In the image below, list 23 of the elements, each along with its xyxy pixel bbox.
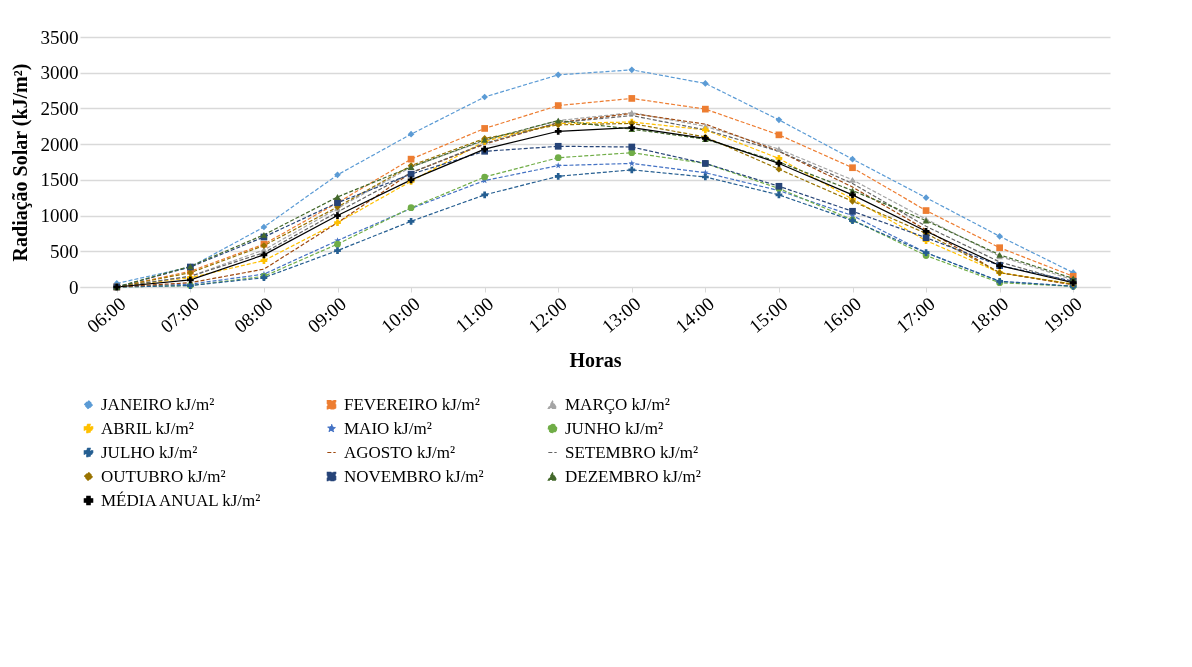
y-tick-label: 1500 — [40, 169, 79, 191]
legend-label: SETEMBRO kJ/m² — [565, 442, 699, 462]
y-tick-label: 2000 — [40, 133, 79, 155]
legend-label: FEVEREIRO kJ/m² — [344, 394, 480, 414]
legend-label: MÉDIA ANUAL kJ/m² — [101, 490, 261, 510]
legend-label: NOVEMBRO kJ/m² — [344, 466, 484, 486]
legend-label: JANEIRO kJ/m² — [101, 394, 215, 414]
legend-label: MARÇO kJ/m² — [565, 394, 670, 414]
legend-label: ABRIL kJ/m² — [101, 418, 194, 438]
legend-label: AGOSTO kJ/m² — [344, 442, 456, 462]
y-axis-title: Radiação Solar (kJ/m²) — [8, 63, 32, 262]
y-tick-label: 2500 — [40, 97, 79, 119]
y-tick-label: 3000 — [40, 62, 79, 84]
legend-label: MAIO kJ/m² — [344, 418, 432, 438]
y-tick-label: 1000 — [40, 205, 79, 227]
y-tick-label: 0 — [69, 276, 79, 298]
legend-label: JULHO kJ/m² — [101, 442, 198, 462]
x-axis-title: Horas — [569, 348, 622, 371]
legend-label: JUNHO kJ/m² — [565, 418, 664, 438]
y-tick-label: 500 — [50, 240, 79, 262]
legend-label: OUTUBRO kJ/m² — [101, 466, 226, 486]
legend-label: DEZEMBRO kJ/m² — [565, 466, 701, 486]
y-tick-label: 3500 — [40, 26, 79, 48]
